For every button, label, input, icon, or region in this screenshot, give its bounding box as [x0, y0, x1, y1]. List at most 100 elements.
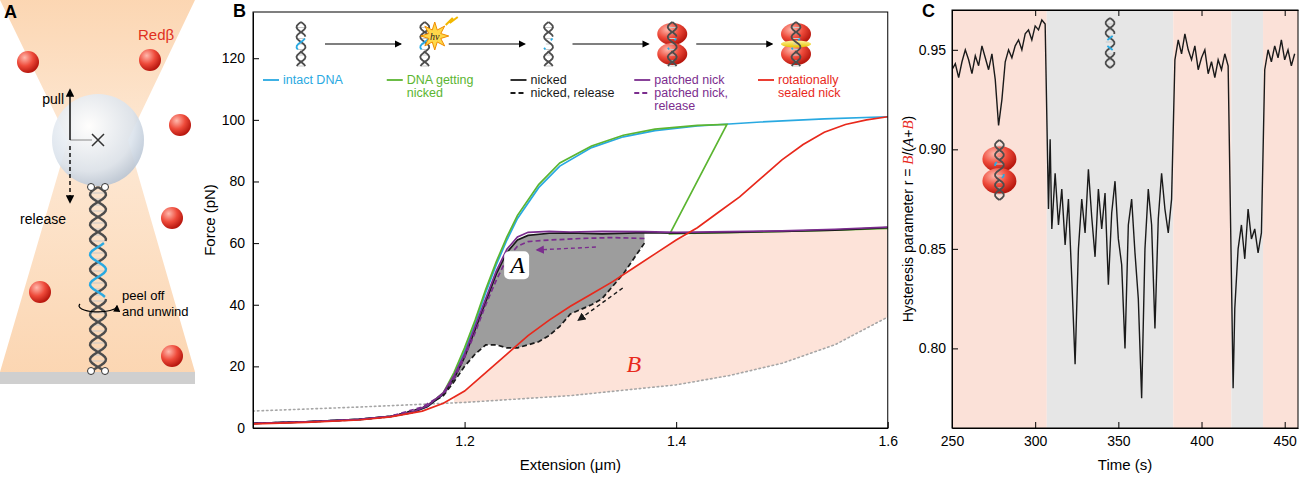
legend-swatch	[634, 79, 650, 81]
tick-label: 0.80	[919, 340, 946, 356]
dna-strand	[551, 39, 553, 41]
tick-mark	[1035, 422, 1036, 428]
state-band	[1047, 10, 1173, 428]
text-part: Hysteresis parameter r =	[900, 165, 916, 323]
tick-mark	[1118, 10, 1119, 16]
tick-label: 1.4	[667, 433, 687, 449]
dna-strand	[995, 162, 997, 166]
axis-title: Force (pN)	[201, 184, 218, 256]
legend-swatch	[511, 92, 527, 94]
dna-strand	[297, 22, 306, 37]
tick: 0.80	[919, 340, 958, 356]
tick-label: 60	[229, 235, 245, 251]
tick-mark	[1202, 422, 1203, 428]
tick-label: 80	[229, 173, 245, 189]
series-line	[952, 20, 1295, 398]
series-line	[253, 317, 888, 411]
legend-swatch	[758, 79, 774, 81]
dna-base-pair	[90, 361, 105, 362]
dna-strand	[792, 22, 801, 66]
dna-strand	[544, 22, 553, 66]
attachment	[88, 184, 95, 191]
dna-base-pair	[90, 343, 105, 344]
step-arrow	[325, 43, 401, 44]
dna-base-pair	[90, 313, 105, 314]
protein-sphere	[139, 49, 161, 71]
dna-strand	[792, 48, 793, 50]
axis-title: Time (s)	[1098, 456, 1152, 473]
series-line	[253, 117, 888, 424]
axis-title: Extension (μm)	[520, 456, 621, 473]
tick	[1035, 10, 1036, 16]
dna-strand	[90, 187, 106, 241]
tick: 100	[222, 112, 259, 128]
label: pull	[42, 91, 64, 107]
attachment	[102, 184, 109, 191]
tick: 0	[237, 420, 259, 436]
tick-mark	[1202, 10, 1203, 16]
state-band	[1263, 10, 1298, 428]
tick-mark	[253, 366, 259, 367]
tick: 1.6	[879, 422, 899, 449]
tick-label: 20	[229, 358, 245, 374]
direction-arrow	[537, 247, 596, 250]
pull-arrow	[69, 90, 70, 140]
figure: pullreleasepeel offand unwindRedβA250300…	[0, 0, 1309, 479]
state-icon	[1106, 18, 1115, 68]
rotation-arrow	[79, 304, 117, 312]
area-label: A	[508, 252, 525, 278]
dna-strand	[792, 51, 801, 66]
dna-base-pair	[792, 27, 801, 28]
dna-strand	[544, 22, 553, 37]
dna-base-pair	[297, 27, 306, 28]
series-line	[253, 243, 644, 423]
tick: 400	[1190, 422, 1214, 449]
tick-label: 0.85	[919, 241, 946, 257]
step-arrow	[696, 43, 772, 44]
dna-base-pair	[668, 27, 677, 28]
tick	[1285, 10, 1286, 16]
state-icon	[982, 140, 1016, 200]
axis-line	[253, 13, 254, 429]
axis-title: Hysteresis parameter r = B/(A+B)	[900, 116, 916, 323]
dna-strand	[675, 39, 677, 41]
legend-swatch	[263, 79, 279, 81]
dna-strand	[297, 39, 305, 50]
tick: 1.2	[455, 422, 475, 449]
dna-base-pair	[90, 241, 105, 242]
dna-strand	[995, 140, 1004, 160]
legend-label: nicked, release	[531, 86, 615, 100]
tick	[1118, 10, 1119, 16]
legend-label: patched nick,release	[654, 86, 728, 113]
label: and unwind	[122, 304, 189, 319]
x-axis: 250300350400450	[941, 422, 1299, 449]
dna-base-pair	[90, 223, 105, 224]
legend-swatch	[387, 79, 403, 81]
bead	[52, 94, 144, 186]
tick-mark	[253, 181, 259, 182]
tick: 60	[229, 235, 259, 251]
dna-base-pair	[90, 211, 105, 212]
dna-strand	[668, 51, 677, 66]
tick-mark	[888, 422, 889, 428]
legend-swatch	[511, 79, 527, 81]
connector	[70, 140, 92, 141]
cross	[92, 134, 104, 146]
panel-letter: A	[4, 2, 17, 22]
dna-strand	[668, 22, 677, 37]
plot-area	[952, 10, 1298, 428]
tick-label: 0.90	[919, 141, 946, 157]
dna-base-pair	[90, 253, 105, 254]
tick: 20	[229, 358, 259, 374]
plot-area	[253, 117, 888, 424]
tick-mark	[253, 243, 259, 244]
text-part: B	[900, 156, 916, 165]
tick	[1202, 10, 1203, 16]
cartoon: hν	[420, 17, 457, 66]
step-arrow	[573, 43, 649, 44]
surface	[0, 372, 195, 384]
tick-label: 0	[237, 420, 245, 436]
tick-mark	[253, 305, 259, 306]
label: peel off	[122, 288, 165, 303]
state-band	[952, 10, 1047, 428]
